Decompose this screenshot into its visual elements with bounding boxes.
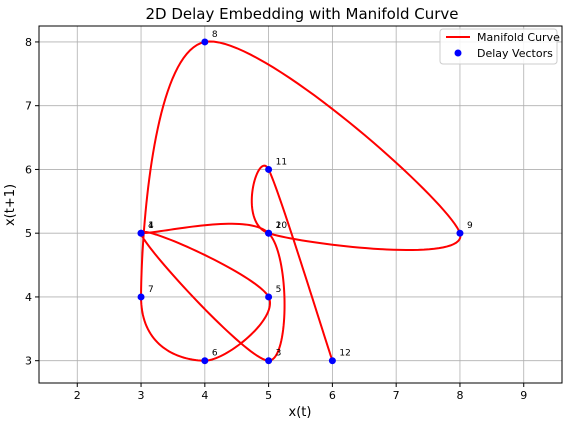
x-tick-label: 9 [520,389,527,402]
x-tick-label: 2 [74,389,81,402]
delay-vector-point [137,293,145,301]
plot-frame [38,25,563,384]
delay-vector-point [456,229,464,237]
delay-vector-point [265,357,273,365]
delay-vector-label: 1 [148,221,154,231]
y-tick-label: 6 [25,163,32,176]
y-tick-label: 8 [25,36,32,49]
x-tick-label: 3 [138,389,145,402]
y-tick-label: 4 [25,291,32,304]
x-axis-label: x(t) [289,405,312,420]
y-tick-label: 5 [25,227,32,240]
x-tick-label: 6 [329,389,336,402]
y-axis-label: x(t+1) [3,184,18,226]
delay-vector-label: 11 [276,157,287,167]
delay-vector-point [137,229,145,237]
delay-vector-point [265,165,273,173]
delay-vector-label: 4 [148,221,154,231]
chart-title: 2D Delay Embedding with Manifold Curve [145,5,458,23]
legend: Manifold Curve Delay Vectors [439,28,560,65]
x-tick-label: 7 [393,389,400,402]
grid [39,26,562,383]
delay-vector-label: 9 [467,221,473,231]
x-tick-label: 4 [201,389,208,402]
delay-vector-label: 3 [276,349,282,359]
y-tick-label: 3 [25,355,32,368]
manifold-curve-layer [140,40,462,362]
legend-label-delay: Delay Vectors [477,47,553,60]
delay-vector-label: 12 [339,349,350,359]
delay-vector-label: 6 [212,349,218,359]
x-tick-label: 8 [456,389,463,402]
delay-vector-point [328,357,336,365]
delay-vectors-layer [137,38,464,365]
delay-vector-label: 7 [148,285,154,295]
manifold-curve [140,40,462,362]
delay-vector-label: 5 [276,285,282,295]
legend-label-manifold: Manifold Curve [477,31,560,44]
delay-vector-label: 2 [276,221,282,231]
delay-vector-point [201,357,209,365]
delay-vector-point [201,38,209,46]
delay-vector-label: 10 [276,221,288,231]
legend-point-swatch [454,49,462,57]
y-tick-label: 7 [25,100,32,113]
delay-vector-point [265,229,273,237]
delay-vector-label: 8 [212,30,218,40]
x-tick-label: 5 [265,389,272,402]
tick-labels: 2 3 4 5 6 7 8 9 3 4 5 6 7 8 [25,36,527,402]
delay-vector-point [265,293,273,301]
